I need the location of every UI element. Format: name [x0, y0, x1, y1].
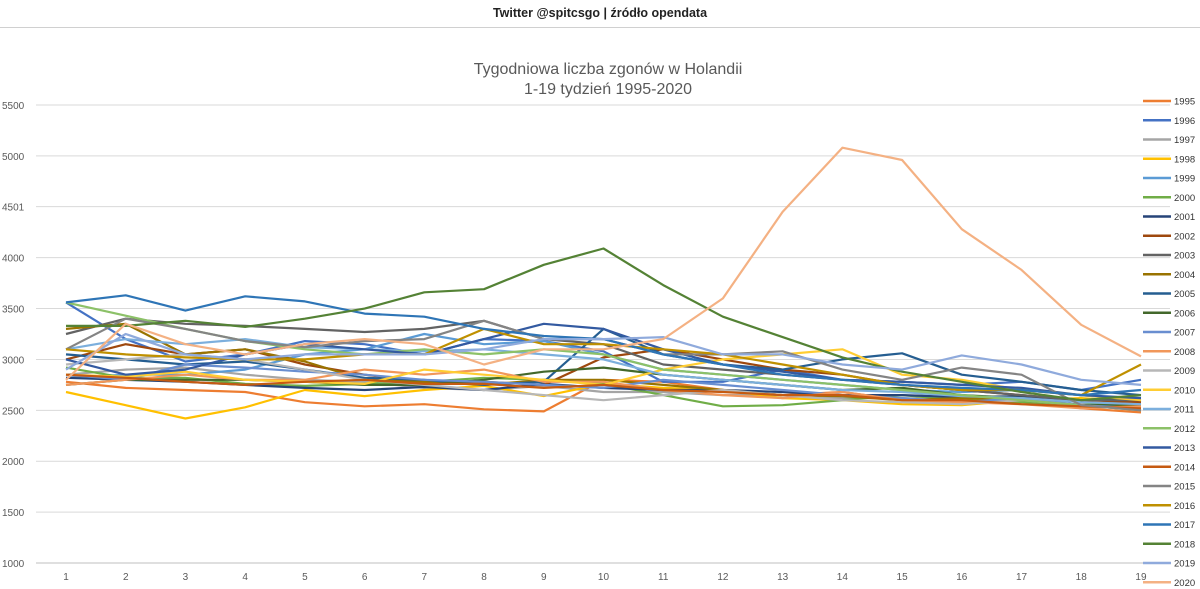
x-tick-label: 8: [481, 572, 487, 583]
chart-title: Tygodniowa liczba zgonów w Holandii: [474, 61, 743, 78]
legend-label: 2006: [1174, 308, 1195, 319]
x-tick-label: 13: [777, 572, 789, 583]
legend-label: 2002: [1174, 231, 1195, 242]
legend-label: 2016: [1174, 501, 1195, 512]
legend: 1995 1996 1997 1998 1999 2000 2001 2002 2003 2004…: [1143, 97, 1195, 589]
legend-label: 2012: [1174, 424, 1195, 435]
x-axis-ticks: 1 2 3 4 5 6 7 8 9 10 11 12 13 14 15 16 17 18 19: [63, 572, 1147, 583]
y-tick-label: 4501: [2, 203, 25, 214]
x-tick-label: 16: [956, 572, 968, 583]
header-bar: Twitter @spitcsgo | źródło opendata: [0, 0, 1200, 28]
x-tick-label: 4: [242, 572, 248, 583]
series-line-2018: [66, 247, 1142, 402]
x-tick-label: 15: [897, 572, 909, 583]
legend-label: 2014: [1174, 462, 1195, 473]
legend-label: 2003: [1174, 251, 1195, 262]
legend-label: 2013: [1174, 443, 1195, 454]
legend-label: 2008: [1174, 347, 1195, 358]
legend-label: 2001: [1174, 212, 1195, 223]
y-tick-label: 2500: [2, 406, 25, 417]
legend-label: 2020: [1174, 578, 1195, 589]
y-tick-label: 3500: [2, 305, 25, 316]
x-tick-label: 7: [422, 572, 428, 583]
legend-label: 2009: [1174, 366, 1195, 377]
series-line-2019: [65, 332, 1142, 386]
y-tick-label: 1000: [2, 559, 25, 570]
legend-label: 2004: [1174, 270, 1195, 281]
x-tick-label: 10: [598, 572, 610, 583]
x-tick-label: 1: [63, 572, 69, 583]
legend-label: 1997: [1174, 135, 1195, 146]
x-tick-label: 12: [717, 572, 729, 583]
chart-subtitle: 1-19 tydzień 1995-2020: [524, 81, 692, 98]
x-tick-label: 19: [1135, 572, 1147, 583]
legend-label: 1999: [1174, 174, 1195, 185]
series-line-2014: [65, 373, 1142, 410]
x-tick-label: 11: [658, 572, 669, 583]
x-tick-label: 6: [362, 572, 368, 583]
legend-label: 1998: [1174, 154, 1195, 165]
x-tick-label: 9: [541, 572, 547, 583]
legend-label: 2010: [1174, 385, 1195, 396]
x-tick-label: 5: [302, 572, 308, 583]
legend-label: 2007: [1174, 328, 1195, 339]
series-line-2004: [65, 322, 1141, 407]
x-tick-label: 14: [837, 572, 849, 583]
y-tick-label: 1500: [2, 508, 25, 519]
x-tick-label: 18: [1076, 572, 1088, 583]
y-tick-label: 4000: [2, 254, 25, 265]
legend-label: 2005: [1174, 289, 1195, 300]
y-tick-label: 3000: [2, 355, 25, 366]
legend-label: 1995: [1174, 97, 1195, 108]
y-tick-label: 5500: [2, 101, 25, 112]
legend-label: 2015: [1174, 482, 1195, 493]
legend-label: 2011: [1174, 405, 1194, 416]
header-text: Twitter @spitcsgo | źródło opendata: [492, 6, 708, 20]
series-lines: [65, 146, 1142, 420]
legend-label: 2019: [1174, 559, 1195, 570]
legend-label: 2017: [1174, 520, 1195, 531]
series-line-2020: [65, 146, 1142, 381]
x-tick-label: 3: [183, 572, 189, 583]
x-tick-label: 17: [1016, 572, 1028, 583]
y-tick-label: 2000: [2, 457, 25, 468]
legend-label: 2018: [1174, 539, 1195, 550]
x-tick-label: 2: [123, 572, 129, 583]
legend-label: 2000: [1174, 193, 1195, 204]
y-tick-label: 5000: [2, 152, 25, 163]
line-chart: Tygodniowa liczba zgonów w Holandii 1-19…: [2, 61, 1195, 589]
legend-label: 1996: [1174, 116, 1195, 127]
y-axis-ticks: 1000 1500 2000 2500 3000 3500 4000 4501 5000 5500: [2, 101, 25, 570]
